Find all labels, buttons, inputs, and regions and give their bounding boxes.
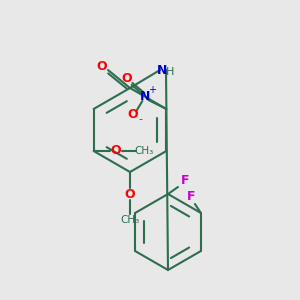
- Text: CH₃: CH₃: [134, 146, 153, 156]
- Text: +: +: [148, 85, 156, 95]
- Text: F: F: [181, 173, 189, 187]
- Text: N: N: [140, 89, 151, 103]
- Text: O: O: [125, 188, 135, 200]
- Text: CH₃: CH₃: [120, 215, 140, 225]
- Text: F: F: [187, 190, 195, 203]
- Text: H: H: [166, 67, 174, 77]
- Text: O: O: [110, 145, 121, 158]
- Text: N: N: [157, 64, 167, 76]
- Text: O: O: [127, 109, 138, 122]
- Text: O: O: [97, 61, 107, 74]
- Text: -: -: [138, 114, 142, 124]
- Text: O: O: [121, 73, 132, 85]
